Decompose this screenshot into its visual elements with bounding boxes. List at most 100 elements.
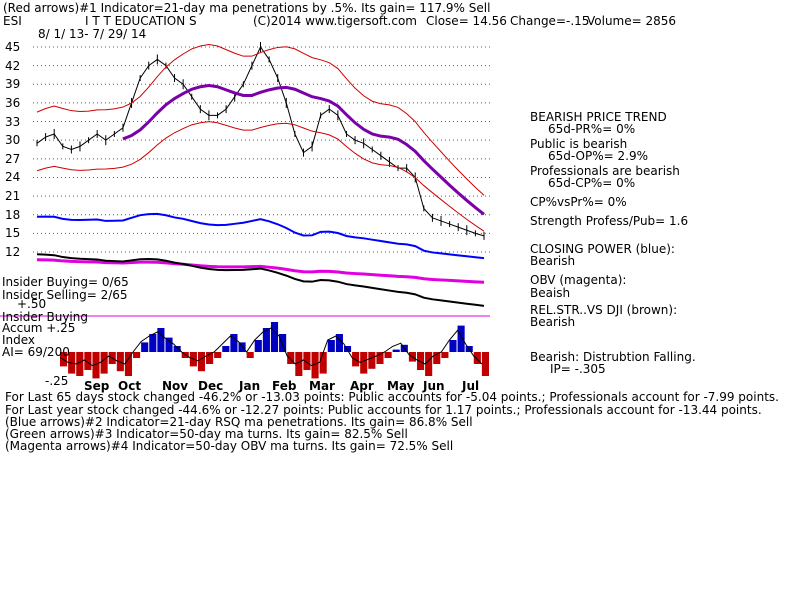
accum-bar [287,352,295,364]
accum-bar [449,340,457,352]
price-tick-label: 21 [5,189,21,204]
accum-bar [262,328,270,352]
footer-line-5: (Magenta arrows)#4 Indicator=50-day OBV … [5,439,454,453]
accum-bar [197,352,206,372]
price-tick-label: 33 [5,114,21,129]
month-tick-label: Dec [198,379,224,393]
footer-line-4: (Green arrows)#3 Indicator=50-day ma tur… [5,427,408,441]
distribution-label: Bearish: Distrubtion Falling. [530,350,696,364]
accum-bar [481,352,489,376]
trend-title: BEARISH PRICE TREND [530,110,667,124]
accum-bar [416,352,425,370]
accum-bar [335,334,343,352]
insider-buying-label: Insider Buying= 0/65 [2,275,129,289]
closing-power-value: Bearish [530,254,576,268]
accum-bar [165,337,173,352]
date-range: 8/ 1/ 13- 7/ 29/ 14 [38,27,147,41]
price-tick-label: 42 [5,58,21,73]
upper-band [36,44,485,196]
month-tick-label: Jan [239,379,261,393]
accum-ma-line [59,327,483,367]
accum-bar [311,352,319,379]
accum-bar [270,322,279,352]
company-name: I T T EDUCATION S [85,14,197,28]
price-tick-label: 27 [5,151,21,166]
ticker-symbol: ESI [3,14,22,28]
insider-buying-label-2: Insider Buying [2,310,88,324]
cpvspr-value: CP%vsPr%= 0% [530,195,627,209]
price-tick-label: 24 [5,170,21,185]
strength-value: Strength Profess/Pub= 1.6 [530,214,689,228]
closing-power-line [36,212,485,260]
price-line [36,45,485,237]
accum-bar [457,325,465,352]
accum-bar [360,352,368,374]
price-tick-label: 45 [5,40,21,54]
accum-bar [246,352,254,358]
public-label: Public is bearish [530,137,628,151]
accum-bar [392,349,400,352]
month-tick-label: Jul [462,379,480,393]
accum-bar [149,334,157,352]
accum-bar [384,352,392,358]
index-label: Index [2,333,36,347]
footer-line-1: For Last 65 days stock changed -46.2% or… [5,390,779,404]
accum-label: Accum +.25 [2,321,76,335]
footer-line-3: (Blue arrows)#2 Indicator=21-day RSQ ma … [5,415,473,429]
accum-bar [295,352,303,376]
obv-line [36,258,485,284]
price-tick-label: 15 [5,226,21,241]
accum-bar [100,352,108,374]
accum-bar [368,352,376,369]
month-tick-label: May [387,379,415,393]
lower-band [36,121,485,232]
accum-bar [116,352,124,372]
month-tick-label: Jun [423,379,445,393]
month-tick-label: Sep [84,379,110,393]
price-tick-label: 36 [5,95,21,110]
accum-bar [92,352,100,379]
month-tick-label: Feb [272,379,297,393]
accum-bar [238,342,246,352]
pr-value: 65d-PR%= 0% [548,122,636,136]
accum-bar [376,352,384,364]
cp-value: 65d-CP%= 0% [548,176,636,190]
relstr-line [36,253,485,307]
price-tick-label: 18 [5,207,21,222]
accum-bar [157,328,165,352]
op-value: 65d-OP%= 2.9% [548,149,648,163]
indicator-1-line: (Red arrows)#1 Indicator=21-day ma penet… [3,1,491,15]
pros-label: Professionals are bearish [530,164,680,178]
volume-value: Volume= 2856 [587,14,677,28]
close-value: Close= 14.56 [426,14,507,28]
accum-bar [141,342,149,352]
accum-bar [84,352,92,370]
copyright: (C)2014 www.tigersoft.com [253,14,417,28]
price-tick-label: 12 [5,245,21,259]
ip-value: IP= -.305 [550,362,606,376]
month-tick-label: Apr [350,379,374,393]
price-tick-label: 39 [5,77,21,92]
accum-bar [319,352,327,374]
accum-bar [303,352,311,370]
relstr-label: REL.STR..VS DJI (brown): [530,303,678,317]
price-tick-label: 30 [5,133,21,148]
accum-plus50: +.50 [17,297,47,311]
accum-bar [173,346,181,352]
accum-bar [327,340,335,352]
accum-bar [76,352,84,376]
accum-bar [473,352,481,364]
obv-value: Beaish [530,286,571,300]
accum-bar [206,352,214,364]
change-value: Change=-.15 [510,14,590,28]
footer-line-2: For Last year stock changed -44.6% or -1… [5,403,762,417]
accum-bar [425,352,433,376]
accum-minus25: -.25 [45,374,69,388]
accum-bar [230,334,238,352]
accum-bar [433,352,441,364]
month-tick-label: Oct [118,379,142,393]
month-tick-label: Mar [309,379,335,393]
closing-power-label: CLOSING POWER (blue): [530,242,675,256]
accum-bar [254,340,262,352]
month-tick-label: Nov [162,379,189,393]
